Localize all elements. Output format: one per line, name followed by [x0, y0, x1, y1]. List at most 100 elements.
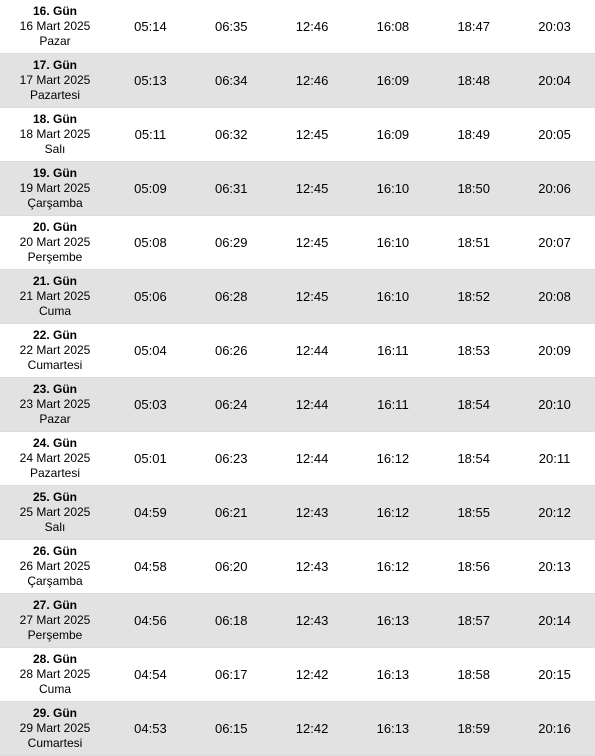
- time-cell: 20:03: [514, 19, 595, 34]
- time-cell: 16:12: [352, 559, 433, 574]
- time-cell: 06:26: [191, 343, 272, 358]
- day-title: 17. Gün: [2, 58, 108, 73]
- date-cell: 27. Gün27 Mart 2025Perşembe: [0, 594, 110, 647]
- time-cell: 18:54: [433, 397, 514, 412]
- table-row: 27. Gün27 Mart 2025Perşembe04:5606:1812:…: [0, 594, 595, 648]
- time-cell: 06:23: [191, 451, 272, 466]
- time-cell: 12:44: [272, 397, 353, 412]
- table-row: 24. Gün24 Mart 2025Pazartesi05:0106:2312…: [0, 432, 595, 486]
- time-cell: 06:32: [191, 127, 272, 142]
- date-cell: 25. Gün25 Mart 2025Salı: [0, 486, 110, 539]
- date-line: 19 Mart 2025: [2, 181, 108, 196]
- date-line: 17 Mart 2025: [2, 73, 108, 88]
- time-cell: 05:11: [110, 127, 191, 142]
- time-cell: 12:43: [272, 559, 353, 574]
- time-cell: 18:49: [433, 127, 514, 142]
- day-title: 16. Gün: [2, 4, 108, 19]
- time-cell: 05:08: [110, 235, 191, 250]
- date-line: 26 Mart 2025: [2, 559, 108, 574]
- time-cell: 05:14: [110, 19, 191, 34]
- time-cell: 16:13: [352, 721, 433, 736]
- time-cell: 12:45: [272, 181, 353, 196]
- time-cell: 06:21: [191, 505, 272, 520]
- table-row: 21. Gün21 Mart 2025Cuma05:0606:2812:4516…: [0, 270, 595, 324]
- table-row: 29. Gün29 Mart 2025Cumartesi04:5306:1512…: [0, 702, 595, 756]
- time-cell: 16:08: [352, 19, 433, 34]
- weekday: Pazar: [2, 412, 108, 427]
- date-line: 24 Mart 2025: [2, 451, 108, 466]
- time-cell: 16:11: [352, 343, 433, 358]
- day-title: 19. Gün: [2, 166, 108, 181]
- date-line: 25 Mart 2025: [2, 505, 108, 520]
- date-cell: 19. Gün19 Mart 2025Çarşamba: [0, 162, 110, 215]
- weekday: Perşembe: [2, 250, 108, 265]
- table-row: 25. Gün25 Mart 2025Salı04:5906:2112:4316…: [0, 486, 595, 540]
- time-cell: 16:09: [352, 73, 433, 88]
- time-cell: 05:04: [110, 343, 191, 358]
- time-cell: 12:43: [272, 613, 353, 628]
- day-title: 20. Gün: [2, 220, 108, 235]
- date-cell: 26. Gün26 Mart 2025Çarşamba: [0, 540, 110, 593]
- day-title: 26. Gün: [2, 544, 108, 559]
- date-cell: 16. Gün16 Mart 2025Pazar: [0, 0, 110, 53]
- time-cell: 12:46: [272, 73, 353, 88]
- time-cell: 12:45: [272, 289, 353, 304]
- time-cell: 05:13: [110, 73, 191, 88]
- table-row: 18. Gün18 Mart 2025Salı05:1106:3212:4516…: [0, 108, 595, 162]
- time-cell: 04:53: [110, 721, 191, 736]
- time-cell: 04:56: [110, 613, 191, 628]
- table-row: 23. Gün23 Mart 2025Pazar05:0306:2412:441…: [0, 378, 595, 432]
- time-cell: 12:46: [272, 19, 353, 34]
- day-title: 18. Gün: [2, 112, 108, 127]
- day-title: 25. Gün: [2, 490, 108, 505]
- time-cell: 12:42: [272, 721, 353, 736]
- date-line: 28 Mart 2025: [2, 667, 108, 682]
- time-cell: 18:47: [433, 19, 514, 34]
- time-cell: 06:35: [191, 19, 272, 34]
- time-cell: 16:10: [352, 289, 433, 304]
- table-row: 17. Gün17 Mart 2025Pazartesi05:1306:3412…: [0, 54, 595, 108]
- time-cell: 04:54: [110, 667, 191, 682]
- date-line: 21 Mart 2025: [2, 289, 108, 304]
- table-row: 22. Gün22 Mart 2025Cumartesi05:0406:2612…: [0, 324, 595, 378]
- time-cell: 04:59: [110, 505, 191, 520]
- time-cell: 06:20: [191, 559, 272, 574]
- table-row: 20. Gün20 Mart 2025Perşembe05:0806:2912:…: [0, 216, 595, 270]
- time-cell: 12:44: [272, 343, 353, 358]
- day-title: 22. Gün: [2, 328, 108, 343]
- weekday: Salı: [2, 142, 108, 157]
- day-title: 28. Gün: [2, 652, 108, 667]
- weekday: Pazar: [2, 34, 108, 49]
- weekday: Cuma: [2, 304, 108, 319]
- day-title: 29. Gün: [2, 706, 108, 721]
- date-line: 18 Mart 2025: [2, 127, 108, 142]
- time-cell: 12:43: [272, 505, 353, 520]
- date-line: 29 Mart 2025: [2, 721, 108, 736]
- time-cell: 12:44: [272, 451, 353, 466]
- time-cell: 06:29: [191, 235, 272, 250]
- time-cell: 20:06: [514, 181, 595, 196]
- date-cell: 21. Gün21 Mart 2025Cuma: [0, 270, 110, 323]
- date-cell: 24. Gün24 Mart 2025Pazartesi: [0, 432, 110, 485]
- weekday: Çarşamba: [2, 574, 108, 589]
- table-row: 19. Gün19 Mart 2025Çarşamba05:0906:3112:…: [0, 162, 595, 216]
- time-cell: 18:58: [433, 667, 514, 682]
- date-line: 16 Mart 2025: [2, 19, 108, 34]
- weekday: Cuma: [2, 682, 108, 697]
- time-cell: 12:45: [272, 235, 353, 250]
- date-cell: 22. Gün22 Mart 2025Cumartesi: [0, 324, 110, 377]
- time-cell: 18:57: [433, 613, 514, 628]
- date-line: 20 Mart 2025: [2, 235, 108, 250]
- time-cell: 16:11: [352, 397, 433, 412]
- time-cell: 20:11: [514, 451, 595, 466]
- time-cell: 20:13: [514, 559, 595, 574]
- time-cell: 05:09: [110, 181, 191, 196]
- time-cell: 12:42: [272, 667, 353, 682]
- time-cell: 05:06: [110, 289, 191, 304]
- weekday: Pazartesi: [2, 88, 108, 103]
- table-row: 28. Gün28 Mart 2025Cuma04:5406:1712:4216…: [0, 648, 595, 702]
- date-cell: 23. Gün23 Mart 2025Pazar: [0, 378, 110, 431]
- time-cell: 16:12: [352, 451, 433, 466]
- time-cell: 18:59: [433, 721, 514, 736]
- time-cell: 16:13: [352, 667, 433, 682]
